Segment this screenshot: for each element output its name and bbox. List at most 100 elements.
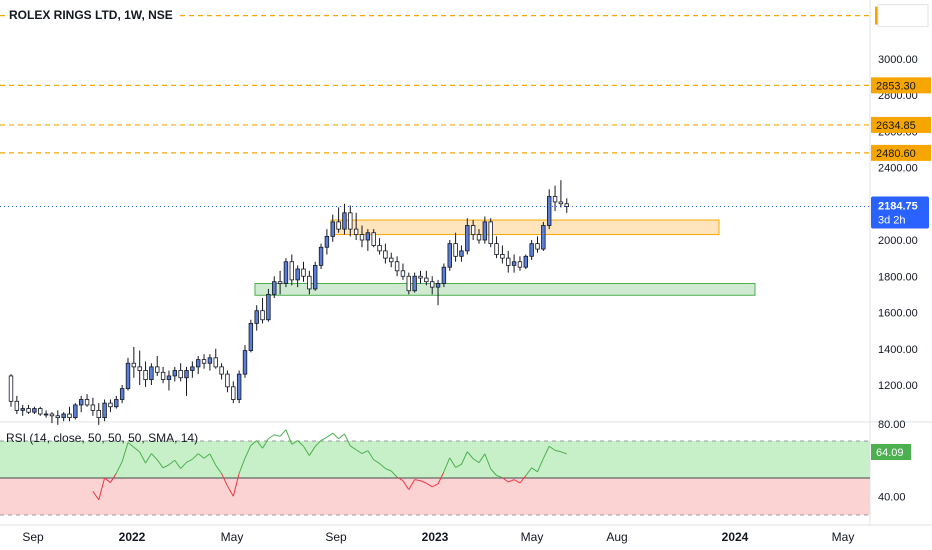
candle-body — [447, 243, 452, 268]
rsi-line-segment — [115, 461, 123, 474]
candle-body — [295, 268, 300, 281]
candle-body — [506, 257, 511, 266]
y-tick-label: 1800.00 — [878, 271, 918, 283]
candle-body — [283, 261, 289, 284]
y-tick-label: 1400.00 — [878, 344, 918, 356]
candle-body — [488, 221, 493, 245]
rsi-line-segment — [174, 459, 182, 469]
candle-body — [535, 243, 540, 250]
x-tick-label: 2024 — [722, 530, 749, 544]
x-tick-label: Sep — [325, 530, 347, 544]
candle-body — [406, 275, 411, 292]
rsi-line-segment — [162, 464, 170, 469]
candle-body — [108, 402, 113, 408]
candle-body — [43, 413, 49, 416]
candle-body — [312, 264, 318, 290]
rsi-line-segment — [554, 449, 562, 453]
rsi-lower-zone — [0, 478, 870, 515]
rsi-line-segment — [92, 490, 100, 501]
candle-body — [225, 373, 230, 388]
rsi-line-segment — [145, 453, 152, 464]
rsi-line-segment — [279, 429, 287, 437]
candle-body — [552, 196, 558, 203]
rsi-value-badge — [871, 444, 911, 460]
rsi-line-segment — [426, 482, 433, 488]
rsi-line-segment — [221, 473, 228, 487]
rsi-line-segment — [355, 449, 363, 455]
rsi-line-segment — [180, 461, 187, 469]
rsi-line-segment — [531, 467, 538, 473]
candle-body — [272, 281, 277, 295]
x-tick-label: May — [521, 530, 544, 544]
rsi-indicator-label[interactable]: RSI (14, close, 50, 50, 50, SMA, 14) — [6, 431, 199, 445]
rsi-line-segment — [466, 451, 474, 459]
level-label-bg — [871, 116, 931, 133]
candle-body — [84, 399, 90, 406]
candle-body — [207, 357, 213, 364]
rsi-line-segment — [361, 450, 369, 455]
candle-body — [318, 246, 324, 266]
rsi-value-label: 64.09 — [876, 447, 904, 459]
candle-body — [26, 408, 31, 413]
candle-body — [38, 408, 43, 415]
rsi-line-segment — [232, 473, 240, 497]
rsi-line-segment — [244, 445, 252, 459]
rsi-line-segment — [151, 453, 158, 461]
rsi-line-segment — [326, 432, 334, 438]
rsi-line-segment — [548, 445, 556, 451]
candle-body — [102, 402, 107, 419]
rsi-line-segment — [338, 433, 345, 440]
candle-body — [149, 366, 154, 380]
current-price-badge — [871, 196, 929, 229]
candle-body — [277, 281, 283, 284]
candle-body — [465, 225, 470, 252]
candle-body — [564, 203, 569, 207]
countdown-label: 3d 2h — [878, 215, 906, 227]
candle-body — [242, 350, 248, 375]
rsi-line-segment — [186, 458, 193, 463]
candle-body — [114, 399, 119, 408]
rsi-line-segment — [460, 451, 468, 465]
rsi-line-segment — [367, 450, 375, 461]
rsi-line-segment — [238, 458, 246, 474]
rsi-line-segment — [350, 445, 357, 451]
rsi-line-segment — [513, 479, 521, 484]
rsi-line-segment — [268, 434, 275, 440]
candle-body — [459, 250, 464, 257]
rsi-line-segment — [560, 451, 567, 455]
resistance-zone — [330, 219, 720, 236]
candle-body — [178, 370, 183, 379]
candle-body — [348, 212, 353, 230]
candle-body — [470, 225, 476, 235]
candle-body — [330, 221, 335, 237]
candle-body — [511, 261, 517, 266]
candle-body — [289, 261, 294, 281]
candle-body — [61, 413, 66, 419]
x-tick-label: May — [221, 530, 244, 544]
candle-body — [424, 277, 429, 283]
candle-body — [353, 228, 359, 235]
rsi-line-segment — [385, 468, 392, 472]
candle-body — [236, 373, 242, 400]
x-tick-label: Aug — [606, 530, 627, 544]
y-tick-label: 2000.00 — [878, 235, 918, 247]
candle-body — [195, 359, 201, 368]
candle-body — [67, 413, 72, 419]
candle-body — [307, 275, 312, 290]
candle-body — [266, 293, 271, 321]
rsi-line-segment — [373, 459, 380, 464]
candle-body — [143, 370, 148, 380]
rsi-line-segment — [519, 475, 527, 484]
candle-body — [336, 221, 341, 230]
current-price-label: 2184.75 — [878, 201, 918, 213]
candle-body — [79, 399, 84, 406]
rsi-line-segment — [472, 458, 480, 464]
candle-body — [494, 243, 499, 255]
candle-body — [547, 196, 552, 226]
rsi-line-segment — [414, 479, 421, 482]
rsi-line-segment — [250, 440, 258, 446]
rsi-line-segment — [396, 476, 404, 482]
rsi-line-segment — [121, 442, 129, 462]
